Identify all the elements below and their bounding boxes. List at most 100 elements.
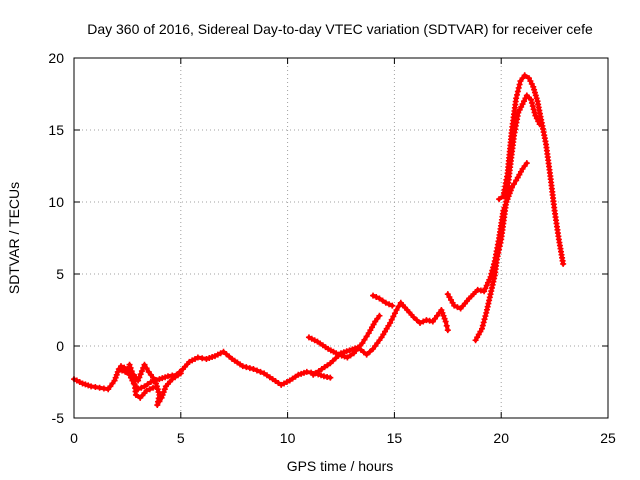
data-point [511, 181, 518, 187]
data-point [442, 318, 449, 325]
data-point [344, 354, 351, 361]
data-point [141, 383, 148, 390]
series-arc-3 [126, 361, 157, 401]
chart-title: Day 360 of 2016, Sidereal Day-to-day VTE… [87, 21, 593, 37]
data-point [361, 336, 368, 343]
data-point [340, 349, 347, 356]
data-point [359, 340, 366, 347]
y-tick-label: 20 [48, 50, 64, 66]
data-point [144, 381, 151, 388]
data-point [347, 352, 354, 359]
data-point [150, 384, 157, 391]
data-point [137, 371, 144, 378]
data-point [528, 99, 535, 106]
data-point [343, 348, 350, 355]
data-point [114, 368, 121, 375]
series-line [311, 300, 450, 377]
data-point [420, 318, 427, 325]
data-point [79, 380, 86, 387]
data-point [154, 402, 161, 409]
data-point [156, 398, 163, 405]
data-point [393, 307, 400, 313]
data-point [363, 351, 370, 358]
data-point [530, 83, 537, 90]
data-point [480, 319, 487, 326]
data-point [138, 368, 145, 375]
x-tick-label: 10 [280, 430, 296, 446]
data-point [514, 91, 521, 98]
data-point [515, 84, 522, 91]
data-point [300, 369, 307, 376]
data-point [112, 374, 119, 381]
data-point [338, 350, 344, 357]
data-point [160, 389, 167, 396]
data-point [156, 376, 163, 383]
data-point [141, 361, 148, 368]
data-point [82, 381, 89, 388]
data-point [129, 371, 136, 378]
data-point [85, 382, 92, 389]
data-point [438, 307, 445, 313]
data-point [417, 319, 424, 326]
data-point [478, 325, 485, 332]
data-point [117, 363, 124, 370]
data-point [533, 95, 540, 102]
data-point [132, 391, 139, 398]
series-arc-5 [310, 299, 451, 378]
x-axis-label: GPS time / hours [287, 458, 394, 474]
data-point [439, 309, 446, 316]
data-point [147, 379, 154, 385]
data-point [239, 363, 246, 370]
data-point [152, 377, 159, 384]
data-point [366, 348, 373, 355]
data-point [532, 92, 539, 99]
data-point [298, 370, 305, 377]
y-axis: -5 0 5 10 15 20 [48, 50, 608, 426]
data-point [209, 354, 216, 361]
data-point [257, 368, 264, 375]
plot-frame [73, 57, 609, 419]
data-point [513, 95, 520, 102]
data-point [440, 312, 447, 319]
data-point [318, 372, 325, 379]
data-point [161, 386, 168, 393]
data-point [382, 299, 389, 306]
y-tick-label: 10 [48, 194, 64, 210]
series-layer [71, 72, 567, 409]
data-point [153, 380, 160, 387]
data-point [349, 346, 356, 353]
data-point [295, 371, 302, 378]
x-axis: 0 5 10 15 20 25 [70, 58, 616, 446]
data-point [441, 315, 448, 322]
data-point [496, 196, 503, 203]
data-point [113, 371, 120, 378]
y-tick-label: 0 [56, 338, 64, 354]
data-point [376, 295, 383, 302]
y-tick-label: 15 [48, 122, 64, 138]
data-point [253, 367, 260, 374]
data-point [388, 316, 395, 323]
data-point [529, 103, 536, 110]
data-point [128, 368, 135, 375]
data-point [410, 314, 417, 321]
data-point [154, 386, 161, 393]
data-point [246, 365, 253, 372]
data-point [138, 384, 145, 391]
data-point [158, 394, 165, 401]
grid [74, 58, 608, 418]
data-point [516, 81, 523, 88]
data-point [143, 365, 150, 372]
data-point [162, 374, 169, 381]
data-point [352, 345, 359, 352]
data-point [389, 302, 396, 309]
data-point [159, 391, 166, 398]
data-point [121, 364, 128, 371]
data-point [530, 106, 537, 113]
data-point [508, 184, 515, 191]
data-point [482, 313, 489, 320]
data-point [391, 310, 398, 317]
y-tick-label: 5 [56, 266, 64, 282]
data-point [395, 303, 402, 310]
data-point [250, 366, 257, 373]
y-tick-label: -5 [52, 410, 65, 426]
